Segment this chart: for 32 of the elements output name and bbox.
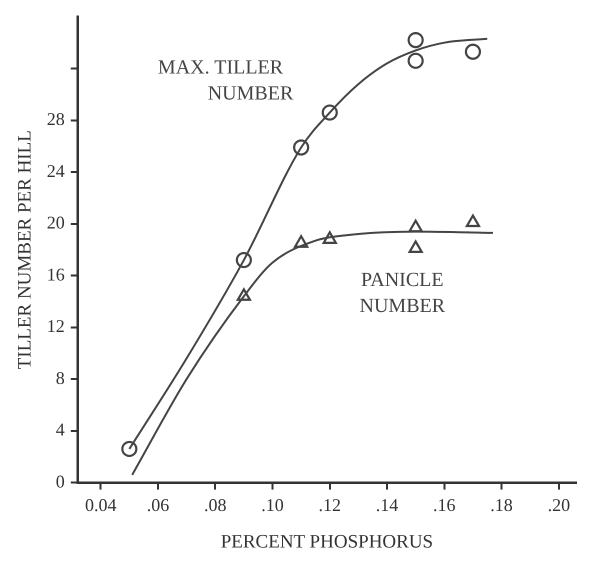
x-tick-label: .12	[318, 495, 342, 516]
point	[322, 231, 337, 244]
series-label: MAX. TILLER NUMBER	[158, 56, 294, 105]
y-tick-label: 8	[56, 368, 65, 388]
x-tick-label: .14	[376, 495, 398, 516]
x-tick-label: .10	[261, 495, 284, 516]
x-tick-label: .08	[204, 495, 226, 516]
point	[408, 240, 423, 254]
y-tick-label: 28	[46, 109, 65, 130]
x-tick-label: 0.04	[84, 495, 116, 516]
point	[408, 52, 424, 69]
x-tick-label: .06	[146, 495, 170, 516]
y-tick-label: 20	[46, 212, 65, 233]
y-tick-label: 4	[56, 420, 65, 440]
x-tick-label: .20	[548, 495, 570, 516]
y-tick-label: 12	[46, 316, 65, 336]
point	[294, 235, 308, 248]
y-tick-label: 0	[56, 471, 65, 492]
point	[466, 214, 480, 228]
point	[322, 104, 338, 121]
x-tick-label: .16	[433, 495, 456, 516]
point	[408, 32, 424, 48]
x-axis-title: PERCENT PHOSPHORUS	[220, 532, 434, 553]
point	[293, 139, 310, 156]
point	[408, 220, 423, 232]
x-tick-label: .18	[490, 495, 513, 516]
y-axis-title: TILLER NUMBER PER HILL	[14, 130, 36, 370]
y-tick-label: 24	[46, 160, 65, 181]
point	[236, 288, 252, 301]
point	[464, 44, 482, 60]
y-tick-label: 16	[46, 264, 65, 284]
series-label: PANICLE NUMBER	[360, 268, 446, 317]
